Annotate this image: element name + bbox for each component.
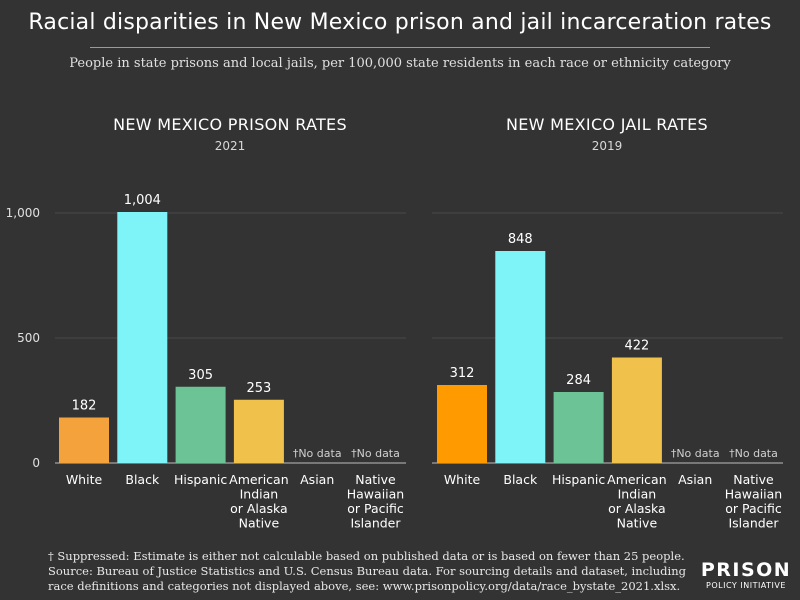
- category-label: White: [444, 472, 481, 487]
- data-label: 182: [72, 399, 97, 414]
- bar: [437, 385, 487, 463]
- y-tick-label: 500: [17, 331, 40, 345]
- prison-policy-logo: PRISON POLICY INITIATIVE: [697, 560, 795, 592]
- chart-title: Racial disparities in New Mexico prison …: [28, 10, 772, 35]
- bar: [117, 212, 168, 463]
- prison-panel-year: 2021: [214, 139, 246, 153]
- no-data-label: †No data: [671, 447, 720, 460]
- category-label: Hispanic: [552, 472, 605, 487]
- category-label-line: Hawaiian: [725, 487, 782, 502]
- bar: [553, 392, 604, 463]
- category-label: Asian: [300, 472, 334, 487]
- footnote-source-link: race definitions and categories not disp…: [48, 579, 681, 593]
- bar: [233, 399, 284, 463]
- category-label-line: Native: [239, 516, 280, 531]
- footnote-suppressed: † Suppressed: Estimate is either not cal…: [48, 549, 685, 563]
- category-label-line: Native: [733, 472, 774, 487]
- category-label-line: or Pacific: [725, 501, 782, 516]
- category-label-line: Hispanic: [552, 472, 605, 487]
- category-label-line: or Alaska: [608, 501, 666, 516]
- footnote-source: Source: Bureau of Justice Statistics and…: [48, 564, 686, 578]
- data-label: 422: [624, 339, 649, 354]
- category-label-line: Native: [617, 516, 658, 531]
- logo-line-2: POLICY INITIATIVE: [706, 581, 786, 590]
- category-label: Native Hawaiian or Pacific Islander: [347, 472, 404, 531]
- bar: [175, 386, 226, 463]
- category-label-line: Hispanic: [174, 472, 227, 487]
- category-label-line: White: [444, 472, 481, 487]
- bar-charts: 0 500 1,000 182 White 1,004 Black 305 Hispanic 25…: [6, 193, 783, 531]
- category-label-line: or Pacific: [347, 501, 404, 516]
- y-tick-label: 0: [32, 456, 40, 470]
- category-label: White: [66, 472, 103, 487]
- chart-subtitle: People in state prisons and local jails,…: [69, 56, 731, 71]
- category-label-line: Asian: [300, 472, 334, 487]
- jail-panel-year: 2019: [591, 139, 623, 153]
- data-label: 848: [508, 232, 533, 247]
- y-tick-label: 1,000: [6, 206, 40, 220]
- category-label: Black: [503, 472, 538, 487]
- data-label: 284: [566, 373, 591, 388]
- category-label-line: or Alaska: [230, 501, 288, 516]
- category-label-line: Black: [503, 472, 538, 487]
- data-label: 253: [246, 381, 271, 396]
- jail-panel-title: NEW MEXICO JAIL RATES: [505, 115, 709, 134]
- category-label-line: Asian: [678, 472, 712, 487]
- category-label-line: Indian: [618, 487, 657, 502]
- category-label: Black: [125, 472, 160, 487]
- title-divider: [90, 47, 710, 48]
- no-data-label: †No data: [351, 447, 400, 460]
- bar: [611, 357, 662, 463]
- category-label: Asian: [678, 472, 712, 487]
- category-label: Hispanic: [174, 472, 227, 487]
- no-data-label: †No data: [293, 447, 342, 460]
- category-label-line: American: [607, 472, 667, 487]
- category-label: American Indian or Alaska Native: [607, 472, 667, 531]
- data-label: 1,004: [124, 193, 161, 208]
- category-label-line: Black: [125, 472, 160, 487]
- category-label-line: White: [66, 472, 103, 487]
- bar: [59, 417, 109, 463]
- data-label: 312: [450, 366, 475, 381]
- category-label-line: Indian: [240, 487, 279, 502]
- category-label-line: Native: [355, 472, 396, 487]
- logo-line-1: PRISON: [700, 559, 792, 581]
- bar: [495, 251, 546, 463]
- data-label: 305: [188, 368, 213, 383]
- category-label-line: Hawaiian: [347, 487, 404, 502]
- category-label: Native Hawaiian or Pacific Islander: [725, 472, 782, 531]
- footnotes: † Suppressed: Estimate is either not cal…: [48, 549, 688, 594]
- prison-panel-title: NEW MEXICO PRISON RATES: [113, 115, 347, 134]
- category-label-line: American: [229, 472, 289, 487]
- category-label-line: Islander: [350, 516, 401, 531]
- category-label-line: Islander: [728, 516, 779, 531]
- no-data-label: †No data: [729, 447, 778, 460]
- category-label: American Indian or Alaska Native: [229, 472, 289, 531]
